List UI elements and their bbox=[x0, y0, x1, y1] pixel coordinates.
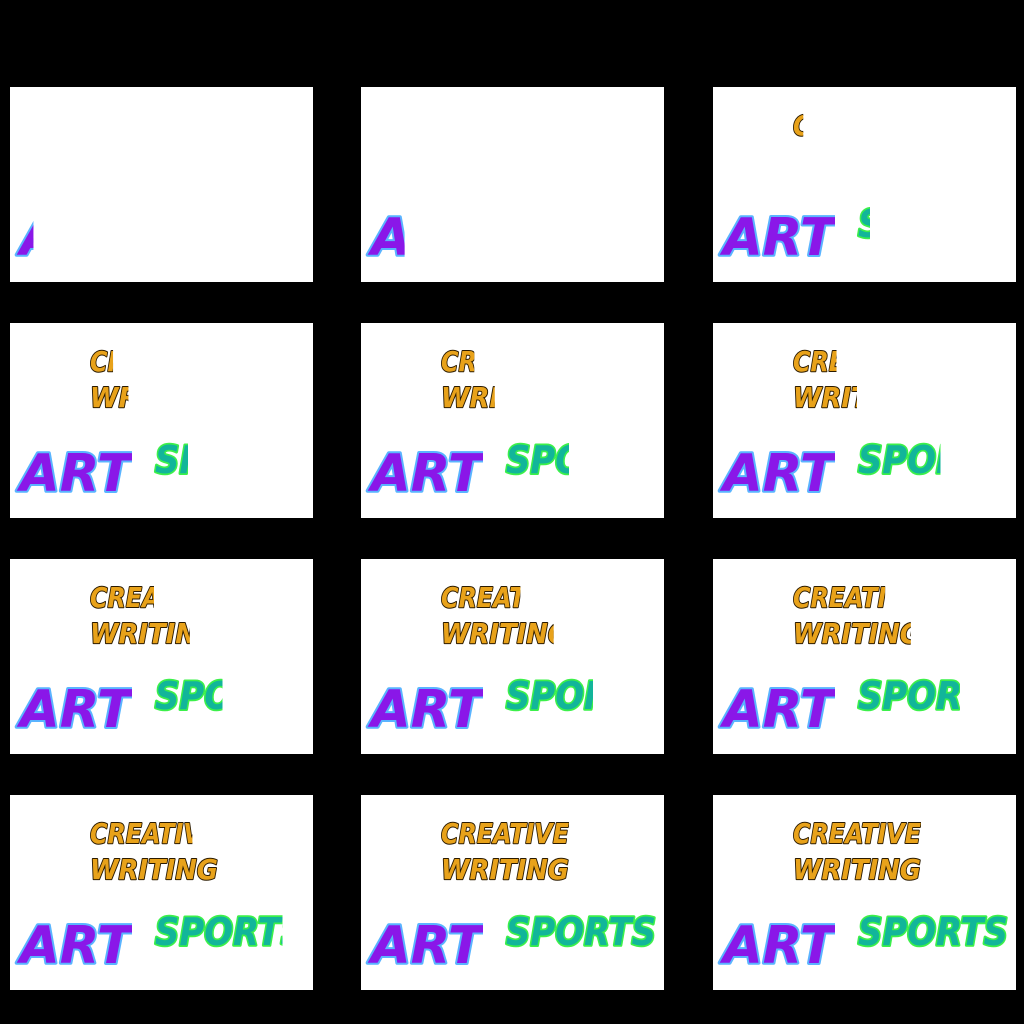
graffiti-word-art: ART bbox=[16, 208, 135, 268]
animation-frame-3: CREATIVE WRITING ART SPORTS bbox=[713, 87, 1016, 282]
graffiti-word-sports: SPORTS bbox=[858, 438, 1008, 482]
animation-frame-5: CREATIVE WRITING ART SPORTS bbox=[361, 323, 664, 518]
graffiti-word-art: ART bbox=[719, 208, 838, 268]
graffiti-word-art: ART bbox=[719, 444, 838, 504]
graffiti-word-sports: SPORTS bbox=[506, 674, 656, 718]
graffiti-word-art: ART bbox=[16, 444, 135, 504]
animation-frame-1: CREATIVE WRITING ART SPORTS bbox=[10, 87, 313, 282]
graffiti-word-creative: CREATIVE bbox=[793, 109, 921, 142]
graffiti-word-creative: CREATIVE bbox=[90, 817, 218, 850]
graffiti-word-writing: WRITING bbox=[793, 145, 921, 178]
graffiti-word-creative: CREATIVE bbox=[441, 581, 569, 614]
animation-frame-2: CREATIVE WRITING ART SPORTS bbox=[361, 87, 664, 282]
graffiti-word-sports: SPORTS bbox=[858, 202, 1008, 246]
graffiti-word-writing: WRITING bbox=[441, 145, 569, 178]
graffiti-word-creative: CREATIVE bbox=[90, 109, 218, 142]
graffiti-word-sports: SPORTS bbox=[506, 202, 656, 246]
graffiti-word-creative: CREATIVE bbox=[793, 581, 921, 614]
graffiti-word-art: ART bbox=[719, 680, 838, 740]
graffiti-word-writing: WRITING bbox=[441, 853, 569, 886]
graffiti-word-writing: WRITING bbox=[793, 617, 921, 650]
graffiti-word-creative: CREATIVE bbox=[441, 109, 569, 142]
graffiti-word-art: ART bbox=[719, 916, 838, 976]
graffiti-word-creative: CREATIVE bbox=[90, 581, 218, 614]
animation-frame-4: CREATIVE WRITING ART SPORTS bbox=[10, 323, 313, 518]
graffiti-word-sports: SPORTS bbox=[506, 910, 656, 954]
graffiti-word-art: ART bbox=[16, 916, 135, 976]
animation-frame-9: CREATIVE WRITING ART SPORTS bbox=[713, 559, 1016, 754]
graffiti-word-sports: SPORTS bbox=[858, 910, 1008, 954]
graffiti-word-creative: CREATIVE bbox=[441, 345, 569, 378]
graffiti-word-art: ART bbox=[367, 208, 486, 268]
graffiti-word-writing: WRITING bbox=[90, 617, 218, 650]
animation-frame-12: CREATIVE WRITING ART SPORTS bbox=[713, 795, 1016, 990]
graffiti-word-sports: SPORTS bbox=[506, 438, 656, 482]
graffiti-word-writing: WRITING bbox=[793, 853, 921, 886]
animation-frame-7: CREATIVE WRITING ART SPORTS bbox=[10, 559, 313, 754]
graffiti-word-creative: CREATIVE bbox=[793, 817, 921, 850]
graffiti-word-sports: SPORTS bbox=[155, 438, 305, 482]
graffiti-word-art: ART bbox=[16, 680, 135, 740]
animation-frame-6: CREATIVE WRITING ART SPORTS bbox=[713, 323, 1016, 518]
graffiti-word-art: ART bbox=[367, 444, 486, 504]
graffiti-word-writing: WRITING bbox=[90, 853, 218, 886]
animation-frame-11: CREATIVE WRITING ART SPORTS bbox=[361, 795, 664, 990]
graffiti-word-sports: SPORTS bbox=[155, 910, 305, 954]
animation-frame-8: CREATIVE WRITING ART SPORTS bbox=[361, 559, 664, 754]
graffiti-word-creative: CREATIVE bbox=[793, 345, 921, 378]
graffiti-word-creative: CREATIVE bbox=[90, 345, 218, 378]
graffiti-word-sports: SPORTS bbox=[858, 674, 1008, 718]
graffiti-word-creative: CREATIVE bbox=[441, 817, 569, 850]
graffiti-word-art: ART bbox=[367, 680, 486, 740]
graffiti-word-writing: WRITING bbox=[441, 381, 569, 414]
graffiti-word-sports: SPORTS bbox=[155, 202, 305, 246]
graffiti-word-writing: WRITING bbox=[441, 617, 569, 650]
animation-frame-10: CREATIVE WRITING ART SPORTS bbox=[10, 795, 313, 990]
graffiti-word-sports: SPORTS bbox=[155, 674, 305, 718]
graffiti-word-writing: WRITING bbox=[90, 145, 218, 178]
graffiti-word-writing: WRITING bbox=[793, 381, 921, 414]
graffiti-word-writing: WRITING bbox=[90, 381, 218, 414]
graffiti-word-art: ART bbox=[367, 916, 486, 976]
